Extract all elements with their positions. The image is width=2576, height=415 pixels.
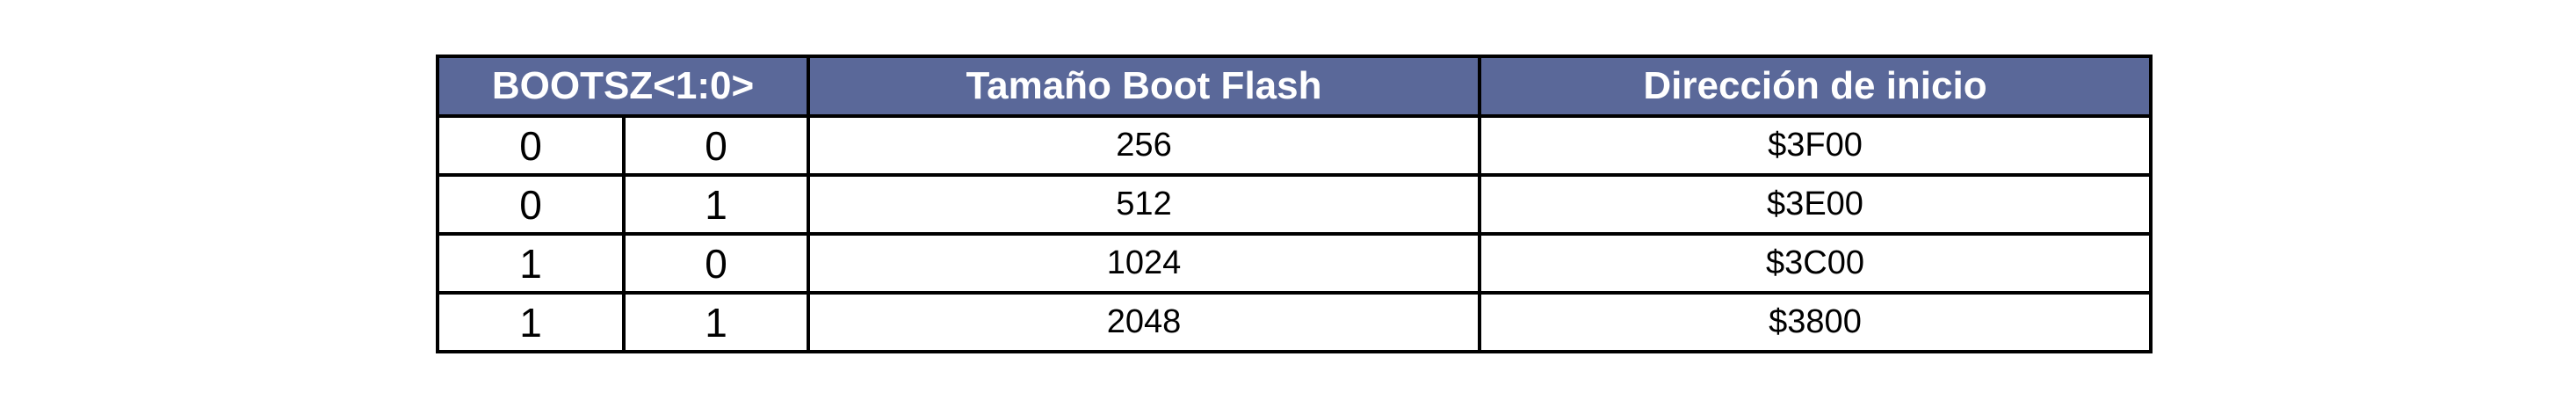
table-row: 1 0 1024 $3C00	[436, 232, 2153, 295]
bootsz-bit0-cell: 1	[622, 291, 810, 353]
boot-flash-table: BOOTSZ<1:0> Tamaño Boot Flash Dirección …	[436, 55, 2153, 353]
start-address-cell: $3F00	[1478, 114, 2153, 177]
start-address-cell: $3800	[1478, 291, 2153, 353]
bootsz-bit1-cell: 0	[436, 173, 626, 236]
bootsz-bit1-cell: 1	[436, 232, 626, 295]
bootsz-bit0-cell: 1	[622, 173, 810, 236]
bootsz-bit0-cell: 0	[622, 114, 810, 177]
bootsz-bit1-cell: 1	[436, 291, 626, 353]
start-address-cell: $3E00	[1478, 173, 2153, 236]
table-row: 0 0 256 $3F00	[436, 114, 2153, 177]
header-bootsz: BOOTSZ<1:0>	[436, 55, 810, 118]
bootsz-bit1-cell: 0	[436, 114, 626, 177]
header-row: BOOTSZ<1:0> Tamaño Boot Flash Dirección …	[436, 55, 2153, 118]
start-address-cell: $3C00	[1478, 232, 2153, 295]
table-row: 0 1 512 $3E00	[436, 173, 2153, 236]
boot-flash-size-cell: 1024	[807, 232, 1481, 295]
boot-flash-size-cell: 512	[807, 173, 1481, 236]
boot-flash-size-cell: 2048	[807, 291, 1481, 353]
table-row: 1 1 2048 $3800	[436, 291, 2153, 353]
boot-flash-size-cell: 256	[807, 114, 1481, 177]
header-boot-flash-size: Tamaño Boot Flash	[807, 55, 1481, 118]
bootsz-bit0-cell: 0	[622, 232, 810, 295]
header-start-address: Dirección de inicio	[1478, 55, 2153, 118]
